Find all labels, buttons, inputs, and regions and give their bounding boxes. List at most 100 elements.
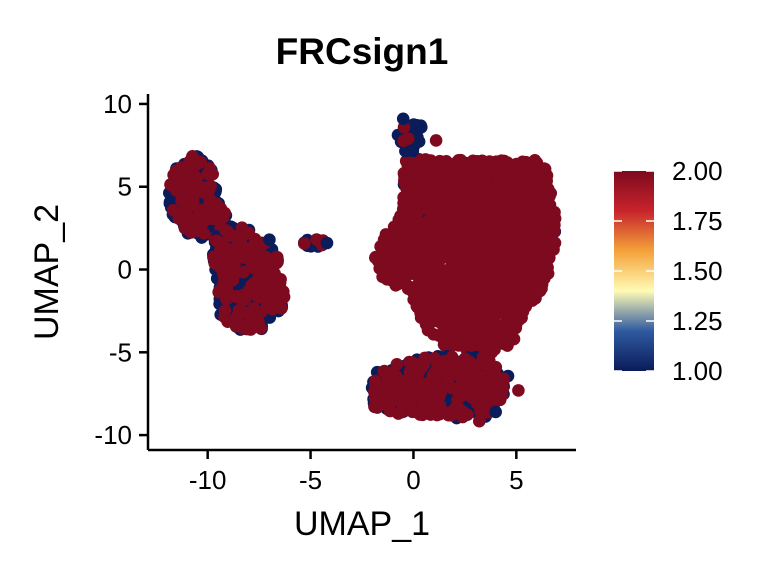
data-point <box>392 260 406 273</box>
data-point <box>430 188 443 202</box>
data-point <box>235 229 249 242</box>
y-tick-label: 0 <box>118 255 132 285</box>
data-point <box>522 213 535 226</box>
data-point <box>377 365 391 378</box>
data-point <box>483 155 496 168</box>
data-point <box>218 304 232 317</box>
data-point <box>454 333 468 347</box>
data-point <box>206 167 219 181</box>
data-point <box>180 211 194 224</box>
data-point <box>201 212 215 225</box>
data-point <box>524 188 538 201</box>
data-point <box>454 265 468 279</box>
data-point <box>442 373 455 387</box>
scatter-points <box>163 112 562 428</box>
data-point <box>426 315 439 328</box>
data-point <box>502 233 516 246</box>
data-point <box>463 272 477 285</box>
data-point <box>213 284 226 297</box>
data-point <box>511 196 524 209</box>
data-point <box>533 284 547 298</box>
data-point <box>484 225 498 239</box>
data-point <box>543 251 556 265</box>
x-tick-label: -5 <box>299 465 322 495</box>
data-point <box>504 294 517 307</box>
data-point <box>402 183 415 197</box>
data-point <box>433 407 447 421</box>
data-point <box>489 273 503 287</box>
data-point <box>226 273 240 287</box>
data-point <box>429 134 443 147</box>
data-point <box>503 279 517 293</box>
colorbar-tick-label: 2.00 <box>672 156 723 186</box>
data-point <box>204 196 217 209</box>
data-point <box>230 290 243 304</box>
data-point <box>368 392 382 406</box>
data-point <box>486 339 500 353</box>
colorbar-tick-label: 1.00 <box>672 356 723 386</box>
data-point <box>410 119 424 132</box>
y-tick-label: 5 <box>118 172 132 202</box>
data-point <box>400 396 413 409</box>
data-point <box>451 356 464 370</box>
data-point <box>247 302 260 315</box>
data-point <box>181 161 194 175</box>
data-point <box>446 177 460 190</box>
y-tick-label: 10 <box>103 89 132 119</box>
data-point <box>402 132 415 145</box>
data-point <box>178 221 192 235</box>
data-point <box>414 274 427 288</box>
data-point <box>263 287 277 301</box>
data-point <box>189 170 203 184</box>
data-point <box>469 333 482 346</box>
data-point <box>228 256 242 270</box>
data-point <box>443 232 457 246</box>
data-point <box>275 302 288 315</box>
data-point <box>524 161 537 175</box>
data-point <box>477 307 490 320</box>
data-point <box>423 203 436 216</box>
data-point <box>508 252 521 265</box>
data-point <box>445 295 458 309</box>
data-point <box>411 228 425 242</box>
data-point <box>477 280 490 294</box>
data-point <box>492 217 505 230</box>
data-point <box>187 198 200 211</box>
data-point <box>379 228 393 241</box>
data-point <box>406 257 419 271</box>
data-point <box>389 387 403 401</box>
data-point <box>465 371 479 384</box>
data-point <box>489 360 503 374</box>
data-point <box>523 283 536 296</box>
data-point <box>428 352 442 365</box>
data-point <box>390 358 404 371</box>
data-point <box>503 170 516 184</box>
colorbar-tick-label: 1.25 <box>672 306 723 336</box>
data-point <box>537 231 551 244</box>
data-point <box>426 261 440 275</box>
data-point <box>464 305 478 319</box>
data-point <box>405 195 419 208</box>
data-point <box>448 164 462 178</box>
data-point <box>404 211 417 225</box>
data-point <box>248 276 261 290</box>
data-point <box>458 252 471 266</box>
data-point <box>460 223 474 236</box>
data-point <box>190 224 203 238</box>
data-point <box>236 246 249 259</box>
y-tick-label: -5 <box>109 337 132 367</box>
data-point <box>454 295 467 308</box>
data-point <box>458 387 472 401</box>
data-point <box>214 202 228 215</box>
data-point <box>540 218 553 232</box>
data-point <box>527 251 541 265</box>
data-point <box>218 261 232 274</box>
data-point <box>489 239 503 253</box>
data-point <box>479 181 493 194</box>
data-point <box>535 167 548 181</box>
data-point <box>445 409 458 422</box>
data-point <box>263 233 276 246</box>
data-point <box>442 193 456 207</box>
data-point <box>439 272 453 286</box>
